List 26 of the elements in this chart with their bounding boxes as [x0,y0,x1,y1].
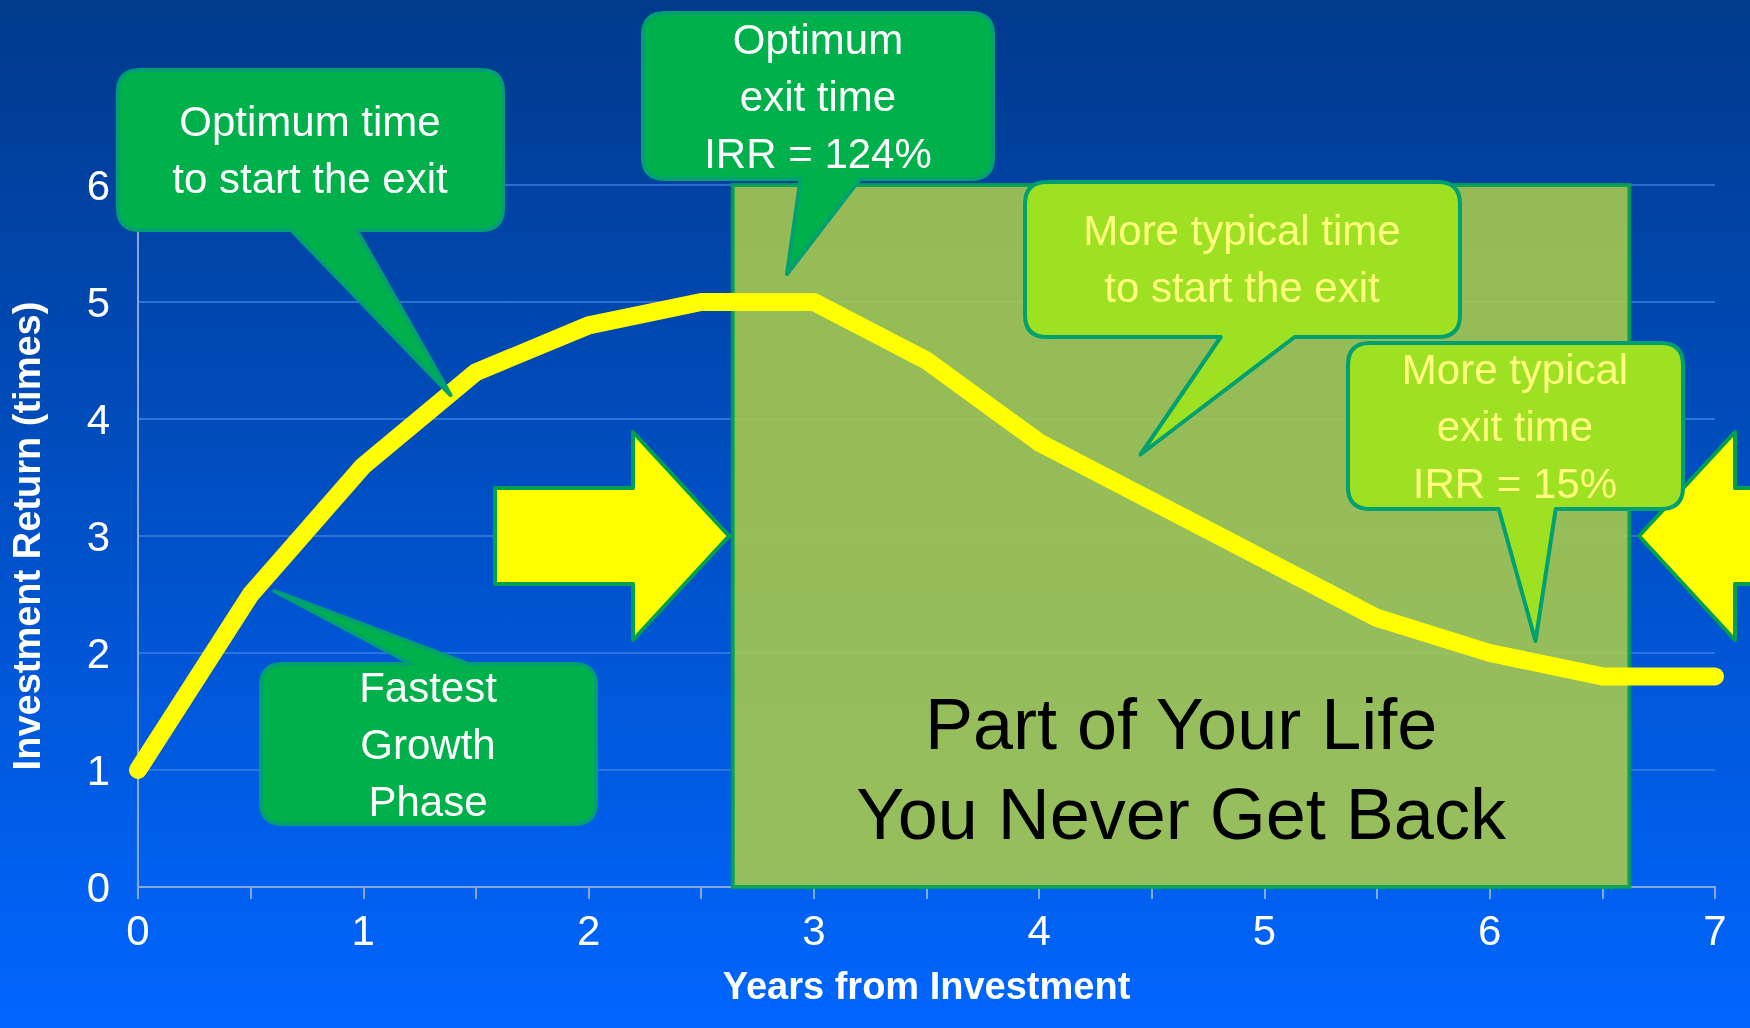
annotation: More typical time to start the exit [1082,206,1402,313]
y-tick-label: 5 [86,278,110,326]
speech-bubble: Optimum exit time IRR = 124% [640,10,996,277]
y-tick-label: 0 [86,863,110,911]
y-tick-label: 3 [86,512,110,560]
annotation: Optimum time to start the exit [171,97,449,204]
x-axis-title: Years from Investment [722,965,1131,1007]
band-label: Part of Your Life You Never Get Back [856,684,1507,854]
annotation: Fastest Growth Phase [358,663,498,825]
x-tick-label: 2 [576,906,601,954]
y-tick-label: 2 [86,629,110,677]
annotation: More typical exit time IRR = 15% [1400,344,1630,509]
x-tick-label: 6 [1478,906,1502,954]
x-tick-label: 1 [351,906,375,954]
x-tick-label: 4 [1027,906,1051,954]
speech-bubble: More typical exit time IRR = 15% [1344,340,1686,644]
y-axis-title: Investment Return (times) [6,301,48,771]
y-tick-label: 1 [86,746,110,794]
speech-bubble: Optimum time to start the exit [114,67,506,398]
x-tick-label: 7 [1703,906,1727,954]
x-tick-label: 0 [126,906,150,954]
y-tick-label: 4 [86,395,110,443]
speech-bubble: Fastest Growth Phase [257,588,599,827]
y-tick-label: 6 [86,161,110,209]
x-tick-label: 5 [1252,906,1277,954]
x-tick-label: 3 [802,906,826,954]
